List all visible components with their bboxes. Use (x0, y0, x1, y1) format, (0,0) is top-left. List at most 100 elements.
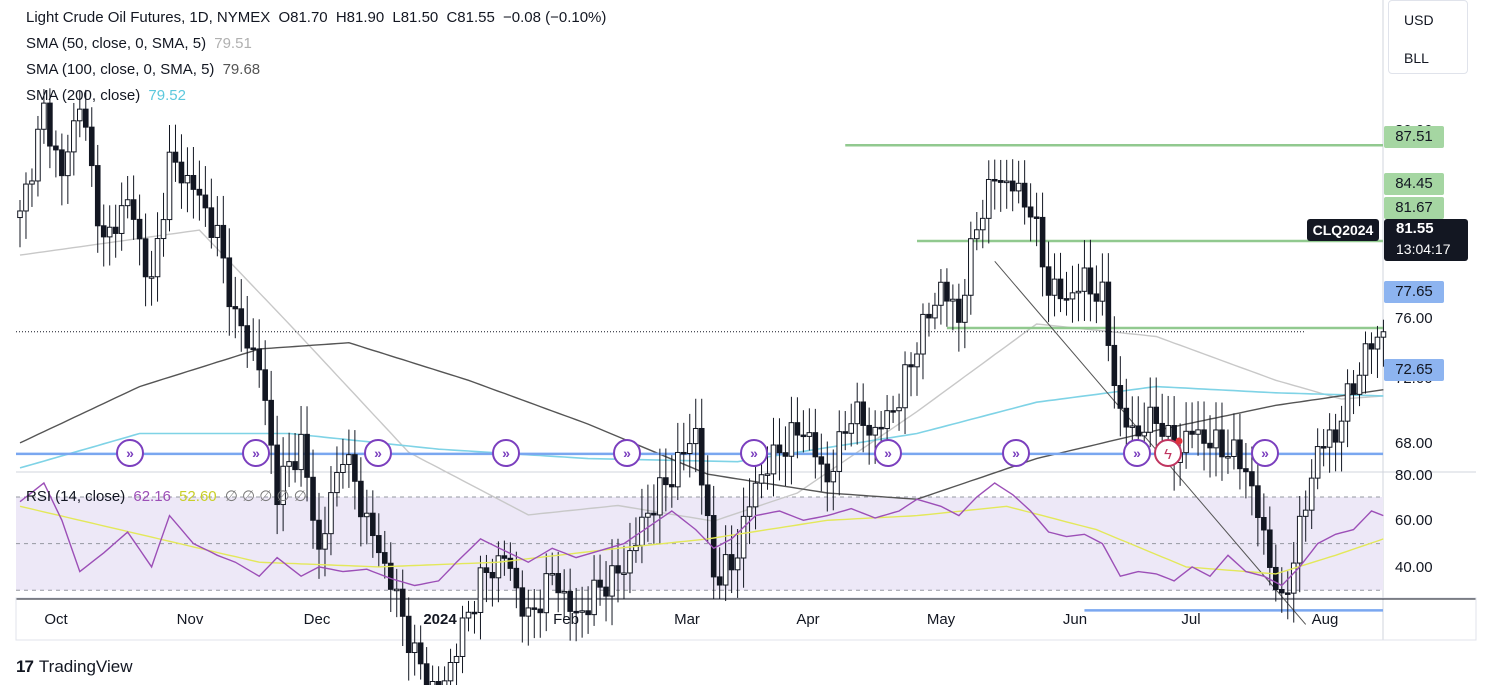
time-axis-label: Dec (304, 611, 331, 628)
close-value: C81.55 (446, 9, 495, 26)
candle-body (268, 399, 274, 446)
candle-body (495, 555, 502, 579)
candle-body (130, 199, 137, 220)
unit-button[interactable]: BLL (1404, 50, 1429, 66)
event-marker-icon (740, 439, 768, 467)
candle-body (1015, 182, 1022, 192)
candle-body (328, 492, 334, 535)
candle-body (615, 565, 621, 574)
candle-body (1087, 267, 1094, 295)
candle-body (890, 410, 896, 413)
candle-body (692, 427, 699, 445)
currency-button[interactable]: USD (1404, 12, 1434, 28)
candle-body (800, 434, 807, 438)
time-axis-label: May (927, 611, 956, 628)
sma50-label: SMA (50, close, 0, SMA, 5) (26, 35, 207, 52)
candle-body (686, 443, 693, 454)
candle-body (1296, 515, 1303, 564)
time-axis-label: Jul (1181, 611, 1200, 628)
candle-body (914, 353, 920, 368)
candle-body (764, 473, 771, 476)
candle-body (334, 471, 340, 494)
candle-body (136, 218, 143, 240)
candle-body (59, 149, 65, 177)
sma100-legend[interactable]: SMA (100, close, 0, SMA, 5) 79.68 (26, 61, 260, 78)
candle-body (178, 161, 185, 184)
candle-body (1009, 180, 1016, 192)
candle-body (1326, 429, 1333, 448)
candle-body (979, 217, 986, 231)
candle-body (453, 655, 460, 663)
candle-body (274, 444, 280, 506)
candle-body (758, 474, 765, 484)
candle-body (65, 151, 71, 177)
candle-body (1356, 374, 1363, 395)
candle-body (991, 178, 998, 182)
candle-body (896, 407, 902, 412)
candle-body (1135, 425, 1142, 437)
candle-body (393, 588, 400, 592)
candle-body (997, 180, 1004, 183)
candle-body (190, 174, 197, 190)
candle-body (1003, 180, 1010, 184)
rsi-tick-label: 40.00 (1395, 559, 1433, 576)
candle-body (489, 571, 496, 579)
tradingview-logo[interactable]: 17 TradingView (16, 657, 132, 677)
candle-body (567, 590, 573, 612)
brand-name: TradingView (38, 657, 133, 676)
sma50-legend[interactable]: SMA (50, close, 0, SMA, 5) 79.51 (26, 35, 252, 52)
candle-body (728, 554, 735, 571)
candle-body (752, 482, 759, 508)
candle-body (1057, 278, 1064, 300)
candle-body (1039, 216, 1046, 268)
time-axis-label: Apr (796, 611, 819, 628)
candle-body (621, 572, 627, 575)
last-price: 81.55 (1396, 220, 1434, 237)
candle-body (35, 128, 41, 182)
candle-body (429, 680, 436, 685)
candle-body (154, 238, 161, 278)
candle-body (112, 226, 119, 234)
candle-body (148, 276, 155, 279)
candle-body (1033, 216, 1040, 219)
low-value: L81.50 (392, 9, 439, 26)
event-arrow-icon: » (252, 445, 260, 461)
candle-body (88, 126, 95, 167)
event-arrow-icon: » (750, 445, 758, 461)
candle-body (435, 680, 442, 685)
candle-body (364, 512, 370, 518)
event-arrow-icon: » (502, 445, 510, 461)
candle-body (106, 226, 113, 238)
rsi-legend[interactable]: RSI (14, close) 62.16 52.60 ∅ ∅ ∅ ∅ ∅ (26, 487, 307, 505)
candle-body (519, 587, 526, 617)
candle-body (1189, 430, 1195, 435)
candle-body (316, 519, 322, 550)
candle-body (866, 424, 872, 436)
rsi-label: RSI (14, close) (26, 488, 126, 505)
candle-body (250, 347, 257, 350)
candle-body (603, 586, 609, 597)
candle-body (447, 661, 454, 682)
change-value: −0.08 (−0.10%) (502, 9, 607, 26)
candle-body (944, 281, 950, 302)
candle-body (423, 663, 430, 685)
event-marker-icon (116, 439, 144, 467)
candle-body (1165, 425, 1171, 437)
candle-body (1267, 529, 1273, 568)
candle-body (513, 567, 520, 589)
sma200-legend[interactable]: SMA (200, close) 79.52 (26, 87, 186, 104)
candle-body (280, 465, 286, 506)
candle-body (387, 562, 394, 590)
candle-body (1021, 182, 1028, 208)
candle-body (399, 588, 406, 617)
event-arrow-icon: » (1133, 445, 1141, 461)
candle-body (1075, 290, 1082, 294)
candle-body (405, 615, 412, 654)
candle-body (256, 348, 262, 371)
sma100-label: SMA (100, close, 0, SMA, 5) (26, 61, 215, 78)
candle-body (597, 579, 603, 588)
candle-body (196, 188, 203, 196)
candle-body (842, 431, 849, 434)
candle-body (830, 470, 837, 483)
